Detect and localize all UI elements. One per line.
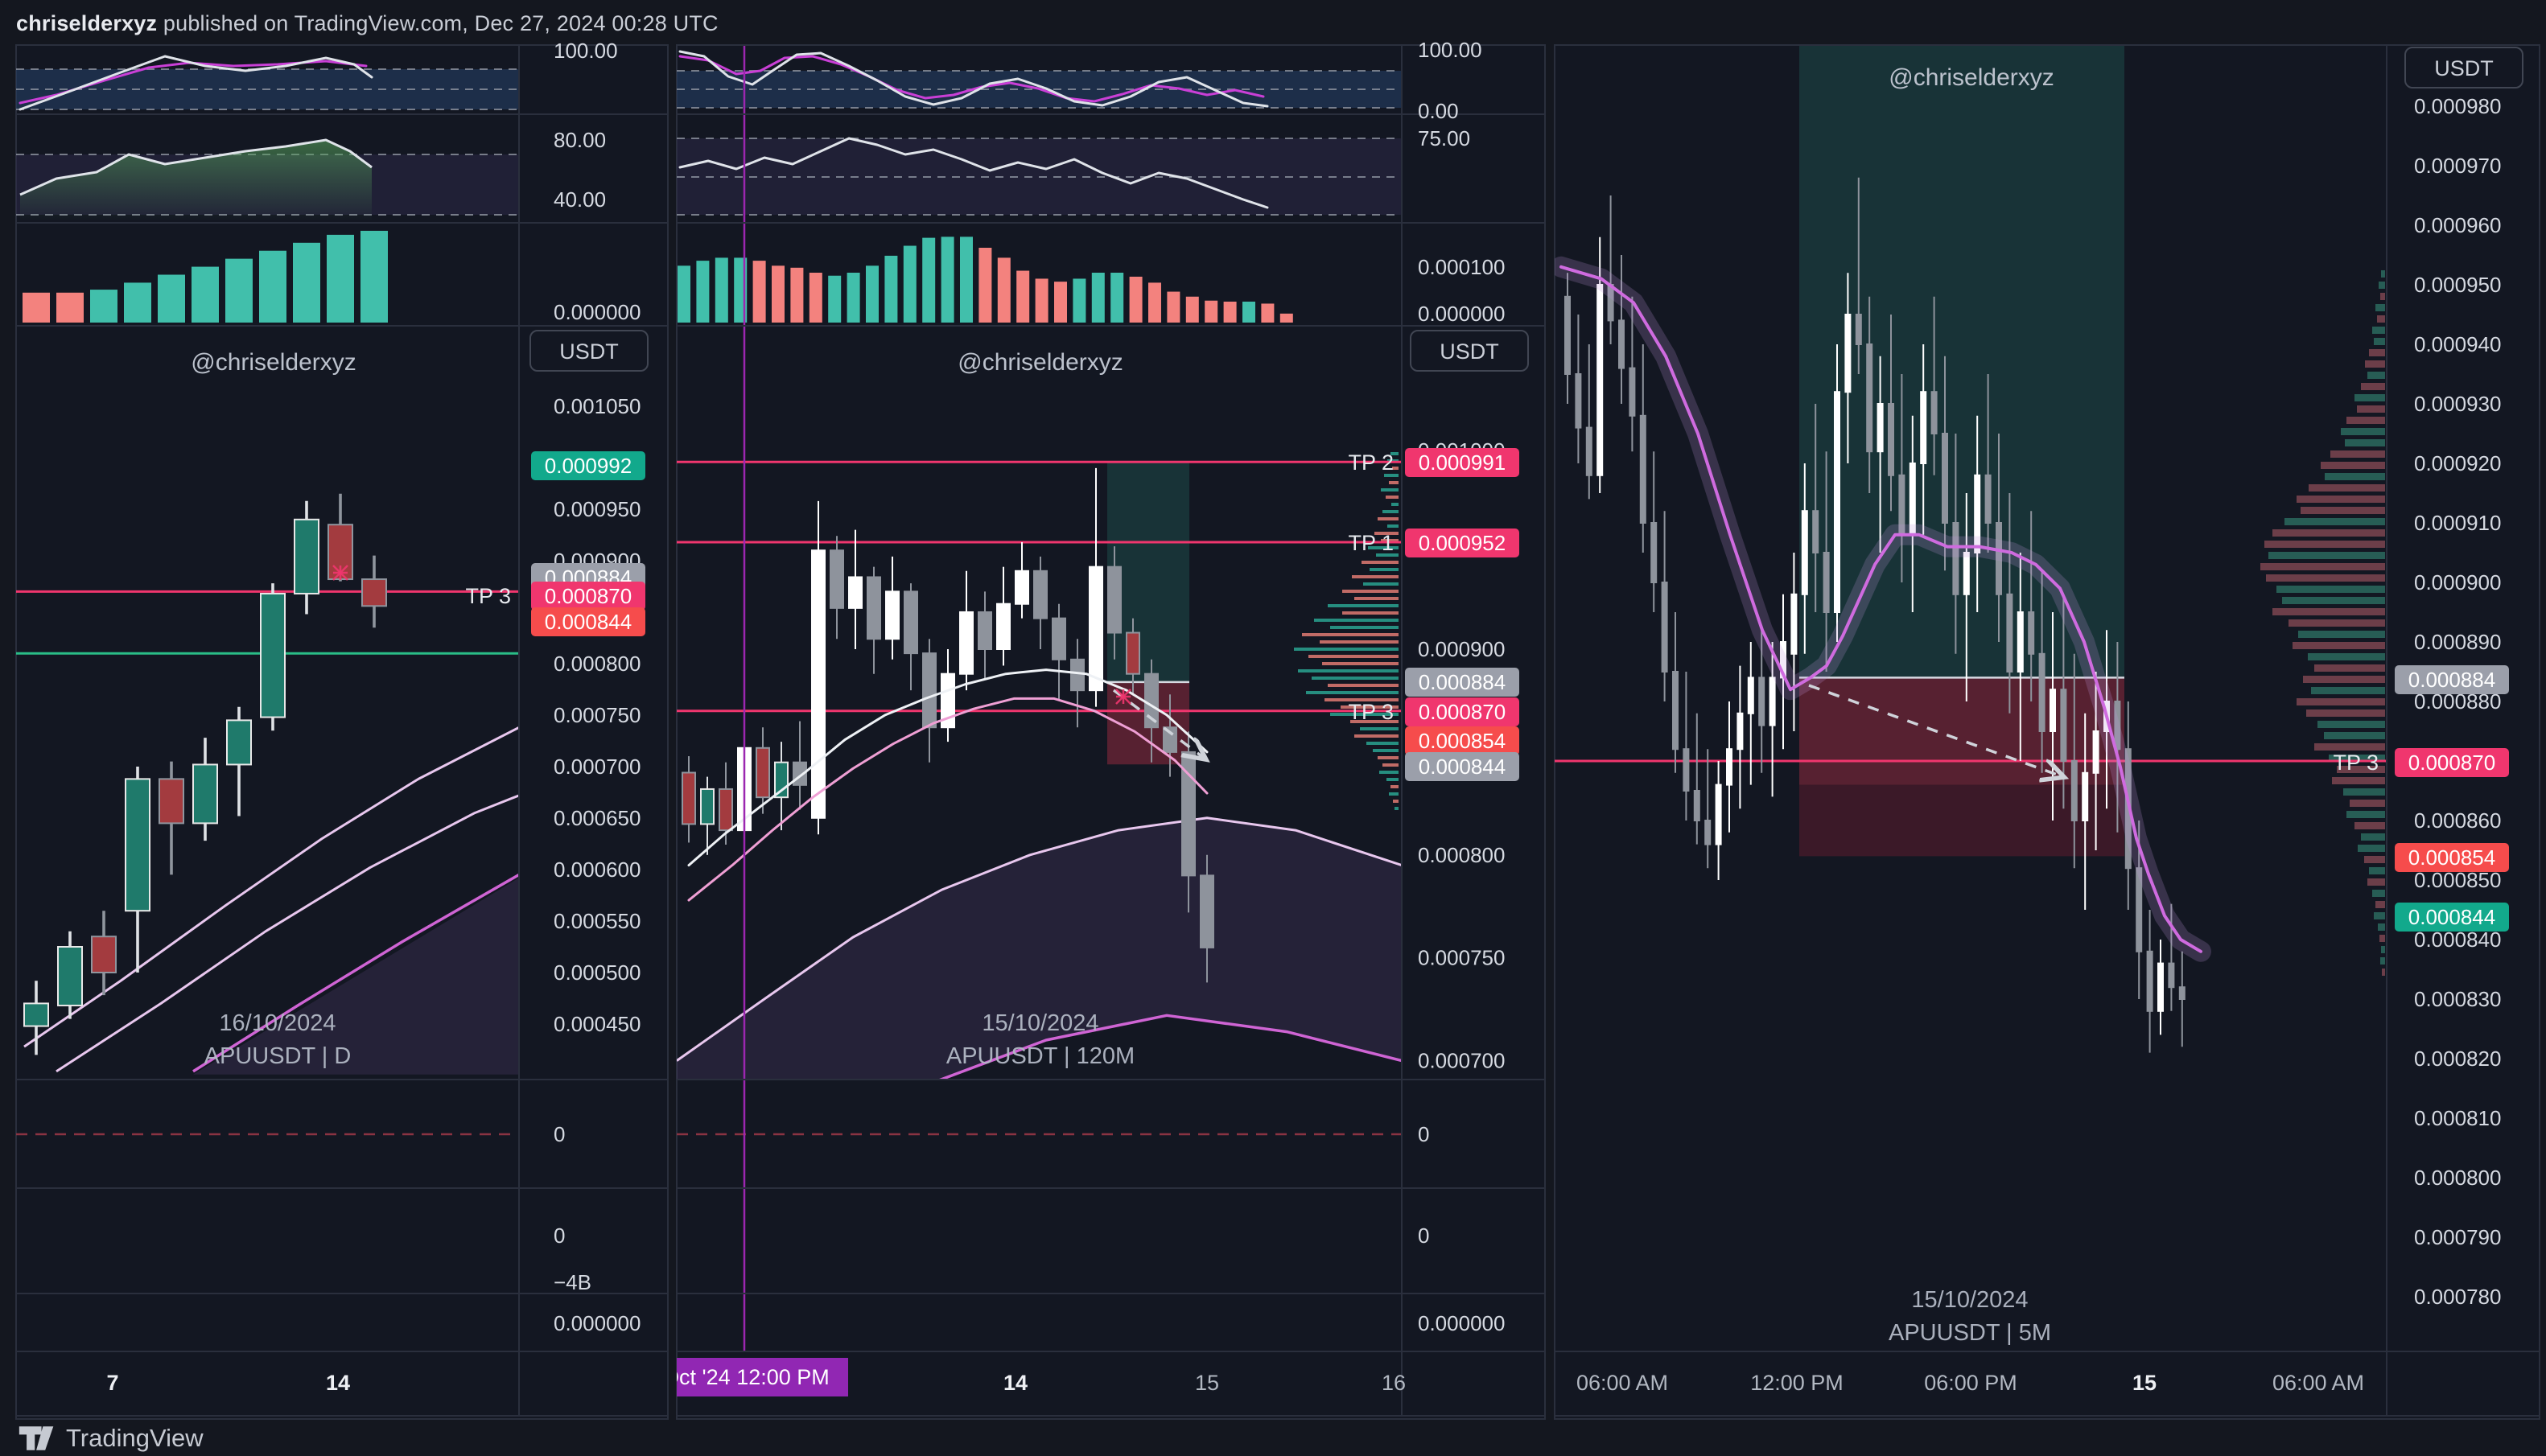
svg-text:0: 0	[1418, 1224, 1429, 1248]
svg-text:TP 3: TP 3	[2333, 751, 2379, 775]
svg-text:0.000000: 0.000000	[1418, 1311, 1505, 1335]
svg-text:0.000000: 0.000000	[554, 300, 641, 324]
svg-text:0: 0	[554, 1122, 565, 1146]
svg-text:0: 0	[554, 1224, 565, 1248]
svg-text:−4B: −4B	[554, 1270, 591, 1294]
svg-text:0.000550: 0.000550	[554, 909, 641, 933]
watermark-symbol: APUUSDT | 5M	[1889, 1320, 2051, 1346]
currency-toggle-daily[interactable]: USDT	[529, 330, 649, 372]
svg-text:0.000870: 0.000870	[1419, 700, 1506, 724]
svg-text:0.000650: 0.000650	[554, 806, 641, 830]
svg-text:0.000810: 0.000810	[2414, 1106, 2501, 1130]
footer-brand-text: TradingView	[66, 1424, 204, 1452]
svg-text:TP 3: TP 3	[1348, 700, 1394, 724]
svg-text:0.000844: 0.000844	[1419, 755, 1506, 779]
svg-text:0.000854: 0.000854	[2408, 845, 2495, 870]
svg-text:12:00 PM: 12:00 PM	[1750, 1371, 1844, 1395]
svg-text:0.000000: 0.000000	[1418, 302, 1505, 326]
author-handle-daily: @chriselderxyz	[191, 349, 356, 376]
svg-text:7: 7	[106, 1371, 118, 1395]
svg-text:15: 15	[1195, 1371, 1219, 1395]
tradingview-logo-icon	[19, 1426, 54, 1450]
footer-brand[interactable]: TradingView	[18, 1421, 204, 1456]
svg-text:0.000820: 0.000820	[2414, 1047, 2501, 1071]
svg-text:06:00 AM: 06:00 AM	[2272, 1371, 2364, 1395]
svg-text:0.000750: 0.000750	[1418, 946, 1505, 970]
svg-text:0.000700: 0.000700	[554, 755, 641, 779]
author-handle-120m: @chriselderxyz	[958, 349, 1123, 376]
svg-text:0.000000: 0.000000	[554, 1311, 641, 1335]
svg-text:0.000884: 0.000884	[1419, 670, 1506, 694]
svg-text:0.000700: 0.000700	[1418, 1049, 1505, 1073]
watermark-date: 15/10/2024	[982, 1010, 1099, 1036]
svg-text:0.000800: 0.000800	[1418, 843, 1505, 867]
svg-text:0.000780: 0.000780	[2414, 1285, 2501, 1309]
svg-text:0.000800: 0.000800	[554, 652, 641, 676]
watermark-daily: 16/10/2024 APUUSDT | D	[149, 1010, 406, 1070]
svg-text:0.000860: 0.000860	[2414, 808, 2501, 833]
svg-text:0.000830: 0.000830	[2414, 987, 2501, 1011]
svg-text:0.000844: 0.000844	[2408, 905, 2495, 929]
svg-text:0.000991: 0.000991	[1419, 450, 1506, 475]
svg-text:TP 2: TP 2	[1348, 450, 1394, 475]
svg-text:0.000900: 0.000900	[2414, 570, 2501, 594]
header-attribution: chriselderxyz published on TradingView.c…	[16, 11, 719, 36]
svg-text:0.000890: 0.000890	[2414, 630, 2501, 654]
svg-text:0.000600: 0.000600	[554, 858, 641, 882]
watermark-date: 16/10/2024	[219, 1010, 336, 1036]
svg-text:0.000450: 0.000450	[554, 1012, 641, 1036]
header-publish-info: published on TradingView.com, Dec 27, 20…	[157, 11, 719, 35]
svg-text:0.000884: 0.000884	[2408, 668, 2495, 692]
svg-text:0.000952: 0.000952	[1419, 531, 1506, 555]
svg-text:100.00: 100.00	[554, 39, 618, 63]
svg-text:80.00: 80.00	[554, 128, 606, 152]
svg-text:0.000992: 0.000992	[545, 454, 632, 478]
watermark-date: 15/10/2024	[1911, 1287, 2029, 1313]
svg-text:100.00: 100.00	[1418, 38, 1482, 62]
currency-toggle-5m[interactable]: USDT	[2404, 47, 2523, 88]
header-username: chriselderxyz	[16, 11, 158, 35]
watermark-120m: 15/10/2024 APUUSDT | 120M	[912, 1010, 1169, 1070]
svg-text:0.000910: 0.000910	[2414, 511, 2501, 535]
svg-text:0.001050: 0.001050	[554, 394, 641, 418]
currency-toggle-120m[interactable]: USDT	[1410, 330, 1529, 372]
svg-text:0.000790: 0.000790	[2414, 1225, 2501, 1249]
svg-text:0.000950: 0.000950	[2414, 273, 2501, 297]
svg-text:TP 3: TP 3	[465, 584, 511, 608]
svg-text:15: 15	[2132, 1371, 2157, 1395]
svg-text:0.000870: 0.000870	[2408, 751, 2495, 775]
svg-text:0.000900: 0.000900	[1418, 637, 1505, 661]
svg-text:0.000920: 0.000920	[2414, 451, 2501, 475]
crosshair-time-badge: Oct '24 12:00 PM	[677, 1358, 848, 1396]
watermark-symbol: APUUSDT | 120M	[945, 1043, 1135, 1069]
svg-text:0.000800: 0.000800	[2414, 1166, 2501, 1190]
svg-text:06:00 PM: 06:00 PM	[1924, 1371, 2017, 1395]
watermark-symbol: APUUSDT | D	[204, 1043, 352, 1069]
svg-text:14: 14	[1003, 1371, 1028, 1395]
svg-text:0.000980: 0.000980	[2414, 94, 2501, 118]
svg-text:0.000970: 0.000970	[2414, 154, 2501, 178]
svg-text:0.000930: 0.000930	[2414, 392, 2501, 416]
svg-text:0.000100: 0.000100	[1418, 255, 1505, 279]
svg-text:0.000870: 0.000870	[545, 584, 632, 608]
svg-text:0.000940: 0.000940	[2414, 332, 2501, 356]
svg-text:0.000854: 0.000854	[1419, 729, 1506, 753]
svg-text:0: 0	[1418, 1122, 1429, 1146]
svg-text:0.00: 0.00	[1418, 99, 1459, 123]
svg-text:0.000950: 0.000950	[554, 497, 641, 521]
svg-text:0.000500: 0.000500	[554, 960, 641, 985]
watermark-5m: 15/10/2024 APUUSDT | 5M	[1841, 1287, 2099, 1347]
svg-text:40.00: 40.00	[554, 187, 606, 212]
svg-text:0.000844: 0.000844	[545, 610, 632, 634]
svg-text:06:00 AM: 06:00 AM	[1576, 1371, 1668, 1395]
svg-text:14: 14	[326, 1371, 350, 1395]
svg-text:75.00: 75.00	[1418, 126, 1470, 150]
svg-text:TP 1: TP 1	[1348, 531, 1394, 555]
svg-text:16: 16	[1382, 1371, 1406, 1395]
svg-text:0.000960: 0.000960	[2414, 213, 2501, 237]
author-handle-5m: @chriselderxyz	[1889, 64, 2054, 91]
svg-text:0.000750: 0.000750	[554, 703, 641, 727]
